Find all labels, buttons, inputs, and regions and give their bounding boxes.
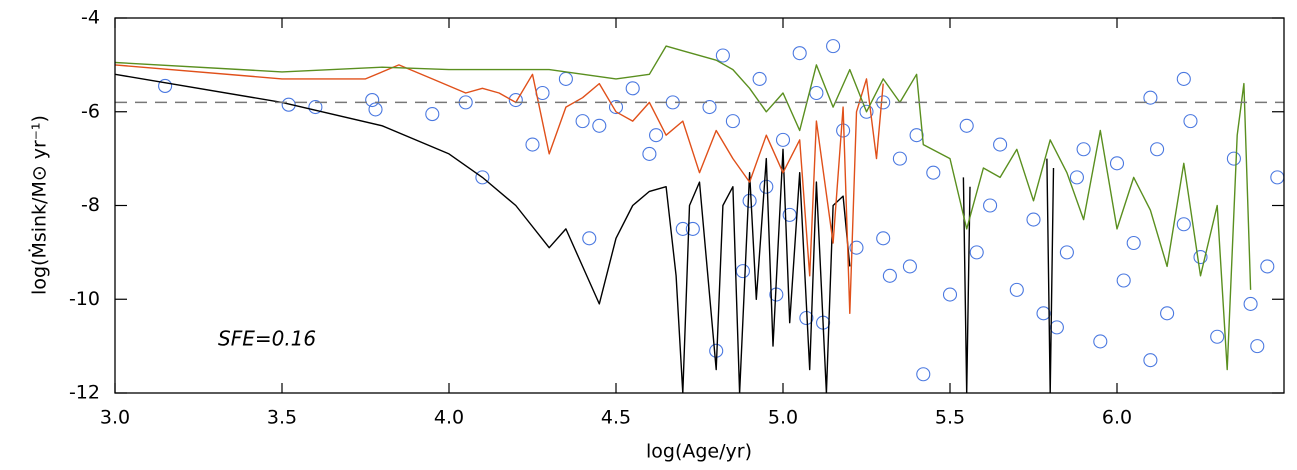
scatter-point (558, 71, 573, 86)
scatter-point (1150, 142, 1165, 157)
scatter-point (916, 367, 931, 382)
scatter-point (525, 137, 540, 152)
scatter-point (1069, 170, 1084, 185)
scatter-point (792, 46, 807, 61)
scatter-point (993, 137, 1008, 152)
scatter-point (735, 264, 750, 279)
scatter-point (742, 193, 757, 208)
y-tick-label: -10 (69, 288, 100, 310)
scatter-point (368, 102, 383, 117)
scatter-point (1250, 339, 1265, 354)
scatter-point (725, 114, 740, 129)
scatter-point (1026, 212, 1041, 227)
scatter-point (1176, 71, 1191, 86)
scatter-point (983, 198, 998, 213)
y-tick-label: -12 (69, 382, 100, 404)
scatter-point (859, 104, 874, 119)
scatter-point (926, 165, 941, 180)
scatter-point (1036, 306, 1051, 321)
scatter-point (1009, 282, 1024, 297)
scatter-point (1160, 306, 1175, 321)
x-tick-label: 4.0 (434, 407, 464, 429)
scatter-point (158, 78, 173, 94)
x-tick-label: 5.0 (768, 407, 798, 429)
scatter-point (902, 259, 917, 274)
y-tick-label: -4 (81, 7, 100, 29)
scatter-point (809, 85, 824, 101)
scatter-point (365, 92, 380, 108)
scatter-point (475, 170, 490, 185)
scatter-point (752, 71, 767, 86)
x-tick-label: 5.5 (935, 407, 965, 429)
x-tick-label: 3.5 (267, 407, 297, 429)
plot-area (115, 39, 1284, 393)
scatter-point (1260, 259, 1275, 274)
scatter-point (1183, 114, 1198, 129)
scatter-point (1059, 245, 1074, 260)
scatter-point (281, 97, 296, 112)
scatter-point (882, 268, 897, 283)
scatter-point (1270, 170, 1284, 185)
x-tick-label: 3.0 (100, 407, 130, 429)
scatter-point (425, 107, 440, 122)
scatter-point (715, 48, 730, 63)
scatter-point (849, 240, 864, 255)
scatter-point (685, 221, 700, 236)
scatter-point (892, 151, 907, 166)
scatter-point (1210, 329, 1225, 344)
series-line (115, 45, 1252, 371)
scatter-point (969, 245, 984, 260)
series-line (115, 64, 884, 314)
x-tick-label: 4.5 (601, 407, 631, 429)
scatter-point (782, 207, 797, 222)
scatter-point (759, 179, 774, 194)
scatter-point (675, 221, 690, 236)
scatter-point (575, 114, 590, 129)
y-axis-label: log(Ṁsink/M⊙ yr⁻¹) (28, 115, 51, 295)
scatter-point (1143, 353, 1158, 368)
scatter-point (775, 132, 791, 147)
scatter-point (909, 128, 924, 143)
scatter-point (1126, 235, 1141, 251)
scatter-point (608, 100, 624, 115)
scatter-point (1176, 217, 1191, 232)
scatter-point (582, 231, 597, 246)
scatter-point (1049, 320, 1064, 335)
scatter-point (959, 118, 974, 133)
scatter-point (642, 146, 657, 161)
scatter-point (508, 92, 523, 108)
scatter-point (1109, 156, 1125, 171)
y-tick-label: -8 (81, 194, 100, 216)
scatter-point (649, 128, 664, 143)
scatter-point (702, 100, 717, 115)
scatter-point (942, 287, 958, 302)
scatter-point (1143, 90, 1158, 105)
x-axis-label: log(Age/yr) (646, 441, 752, 463)
scatter-point (1093, 334, 1108, 349)
scatter-point (826, 39, 841, 54)
scatter-point (876, 231, 891, 246)
scatter-point (1243, 296, 1258, 311)
scatter-point (1116, 273, 1131, 288)
y-tick-label: -6 (81, 100, 100, 122)
scatter-point (1226, 151, 1241, 166)
scatter-point (625, 81, 640, 96)
series-line (115, 73, 1055, 393)
scatter-point (1076, 142, 1091, 157)
scatter-point (592, 118, 607, 133)
x-tick-label: 6.0 (1102, 407, 1132, 429)
scatter-point (1193, 250, 1208, 265)
annotation: SFE=0.16 (218, 327, 316, 351)
scatter-point (308, 100, 323, 115)
